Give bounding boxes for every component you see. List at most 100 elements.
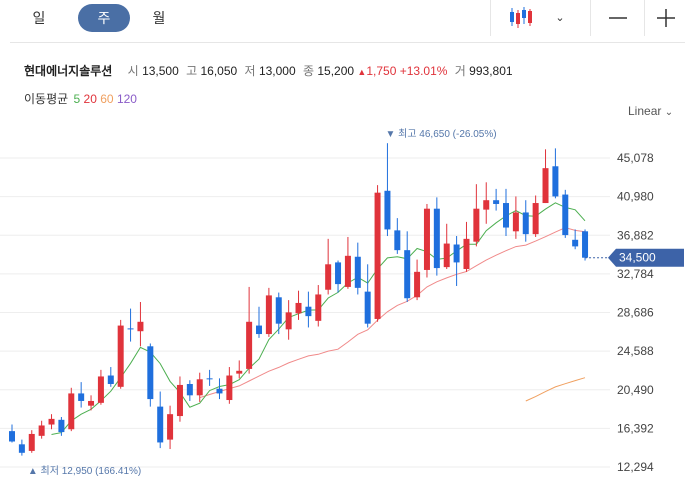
candle-body — [414, 271, 421, 298]
candle-body — [503, 203, 509, 228]
current-price-label: 34,500 — [619, 251, 656, 265]
candle-body — [216, 388, 223, 394]
candle-body — [256, 325, 262, 335]
candle-body — [344, 255, 351, 287]
candle-body — [582, 231, 589, 258]
candle-body — [443, 243, 450, 268]
candle-body — [9, 431, 15, 442]
y-tick-label: 12,294 — [617, 460, 654, 474]
candle-body — [374, 192, 381, 319]
minus-icon[interactable] — [600, 4, 636, 32]
candle-body — [552, 166, 559, 197]
candle-body — [137, 321, 144, 332]
candle-body — [453, 244, 460, 263]
candle-body — [226, 375, 233, 401]
open-label: 시 — [127, 64, 139, 78]
candle-body — [354, 256, 361, 288]
candle-body — [404, 250, 411, 299]
candle-body — [206, 378, 213, 380]
candle-body — [315, 294, 322, 321]
header-divider — [10, 42, 685, 43]
candle-body — [532, 203, 539, 235]
open-value: 13,500 — [142, 64, 179, 78]
candle-body — [394, 230, 401, 251]
candle-body — [295, 302, 302, 314]
change-value: 1,750 — [366, 64, 397, 78]
scale-label: Linear — [628, 104, 662, 118]
stock-info: 현대에너지솔루션 시 13,500 고 16,050 저 13,000 종 15… — [24, 62, 513, 79]
y-tick-label: 20,490 — [617, 383, 654, 397]
ma60-label: 60 — [100, 92, 114, 106]
candle-body — [88, 400, 95, 406]
up-triangle-icon: ▲ — [357, 67, 367, 77]
y-tick-label: 24,588 — [617, 344, 654, 358]
candle-body — [522, 212, 529, 235]
high-value: 16,050 — [200, 64, 238, 78]
chevron-down-icon[interactable]: ⌄ — [555, 12, 565, 24]
chevron-down-icon: ⌄ — [664, 107, 674, 118]
candle-body — [275, 297, 282, 324]
candle-body — [285, 312, 292, 330]
candle-body — [423, 208, 430, 270]
y-tick-label: 16,392 — [617, 421, 654, 435]
candle-body — [463, 238, 470, 270]
candle-body — [246, 321, 253, 369]
close-value: 15,200 — [317, 64, 355, 78]
low-label: 저 — [244, 64, 256, 78]
candle-body — [572, 239, 579, 247]
candle-body — [483, 200, 490, 210]
current-price-tag — [608, 248, 684, 267]
ma-legend: 이동평균 5 20 60 120 — [24, 90, 137, 107]
stock-name: 현대에너지솔루션 — [24, 64, 113, 78]
volume-value: 993,801 — [469, 64, 513, 78]
min-annotation: ▲ 최저 12,950 (166.41%) — [28, 465, 141, 477]
high-label: 고 — [186, 64, 198, 78]
candle-body — [236, 370, 243, 374]
y-tick-label: 45,078 — [617, 151, 654, 165]
candle-body — [127, 328, 134, 330]
candlestick-icon[interactable] — [500, 4, 540, 32]
ma20-line — [199, 227, 586, 399]
candle-body — [28, 433, 35, 451]
ma5-label: 5 — [73, 92, 81, 106]
candle-body — [196, 379, 203, 396]
ma20-label: 20 — [83, 92, 97, 106]
candle-body — [147, 346, 154, 400]
period-tab-month[interactable]: 월 — [152, 10, 166, 26]
y-tick-label: 32,784 — [617, 267, 654, 281]
toolbar-divider — [590, 0, 591, 36]
toolbar-divider — [644, 0, 645, 36]
close-label: 종 — [302, 64, 315, 78]
candle-body — [384, 190, 391, 230]
scale-selector[interactable]: Linear ⌄ — [628, 104, 673, 118]
candle-body — [107, 375, 114, 385]
y-tick-label: 36,882 — [617, 228, 654, 242]
candle-body — [58, 419, 65, 433]
candle-body — [176, 384, 183, 417]
candle-body — [542, 168, 549, 204]
candle-body — [186, 384, 193, 396]
toolbar: 일 주 월 ⌄ — [0, 0, 685, 36]
ma-legend-label: 이동평균 — [24, 92, 69, 106]
period-tab-day[interactable]: 일 — [32, 10, 46, 26]
candle-body — [305, 306, 312, 317]
ma60-line — [525, 377, 586, 402]
y-tick-label: 28,686 — [617, 306, 654, 320]
change-percent: +13.01% — [399, 64, 448, 78]
candle-body — [48, 418, 55, 425]
toolbar-divider — [490, 0, 491, 36]
candle-body — [167, 414, 174, 440]
candle-body — [325, 264, 332, 290]
candle-body — [18, 444, 25, 453]
candle-body — [38, 425, 45, 436]
plus-icon[interactable] — [648, 4, 684, 32]
candle-body — [97, 376, 104, 403]
period-tab-week[interactable]: 주 — [78, 4, 130, 32]
candle-body — [265, 295, 272, 335]
candle-body — [562, 194, 569, 236]
candle-body — [335, 262, 342, 285]
ma120-label: 120 — [116, 92, 137, 106]
candle-body — [433, 208, 440, 269]
low-value: 13,000 — [258, 64, 296, 78]
